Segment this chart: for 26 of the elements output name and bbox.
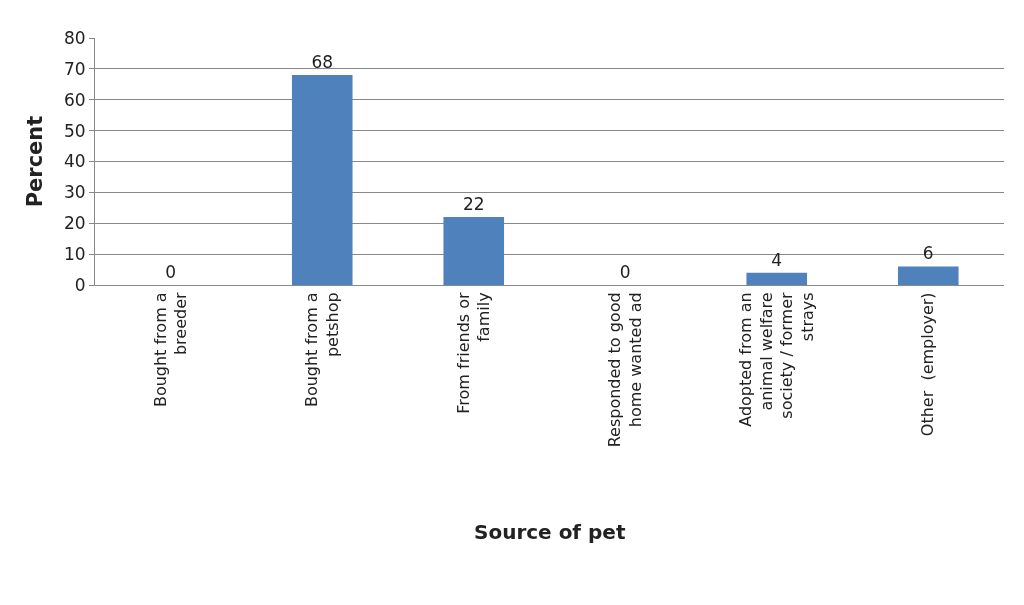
y-tick-label: 0	[74, 274, 86, 295]
data-label: 0	[165, 262, 177, 282]
y-tick-label: 20	[63, 213, 86, 234]
y-tick-label: 50	[63, 120, 86, 141]
data-label: 68	[311, 52, 334, 73]
y-tick-label: 40	[63, 151, 86, 172]
bar	[746, 272, 808, 285]
x-tick-label: Adopted from an animal welfare society / former strays	[735, 291, 818, 427]
x-tick-label: Bought from a breeder	[150, 291, 191, 408]
y-tick-label: 70	[63, 58, 86, 79]
x-tick-label: Other (employer)	[918, 292, 938, 437]
x-tick-label: Bought from a petshop	[302, 292, 342, 408]
data-label: 22	[462, 194, 485, 215]
x-tick-label: From friends or family	[453, 291, 494, 414]
x-axis-title: Source of pet	[474, 520, 626, 544]
bar	[443, 217, 505, 285]
y-tick-label: 80	[63, 27, 86, 48]
bar	[291, 75, 353, 285]
y-tick-label: 10	[63, 244, 86, 265]
data-label: 0	[619, 262, 631, 282]
y-axis-title: Percent	[23, 115, 48, 208]
y-tick-label: 60	[63, 89, 86, 110]
bar	[897, 266, 959, 285]
data-label: 6	[922, 243, 934, 264]
data-label: 4	[771, 249, 783, 270]
y-tick-label: 30	[63, 182, 86, 203]
